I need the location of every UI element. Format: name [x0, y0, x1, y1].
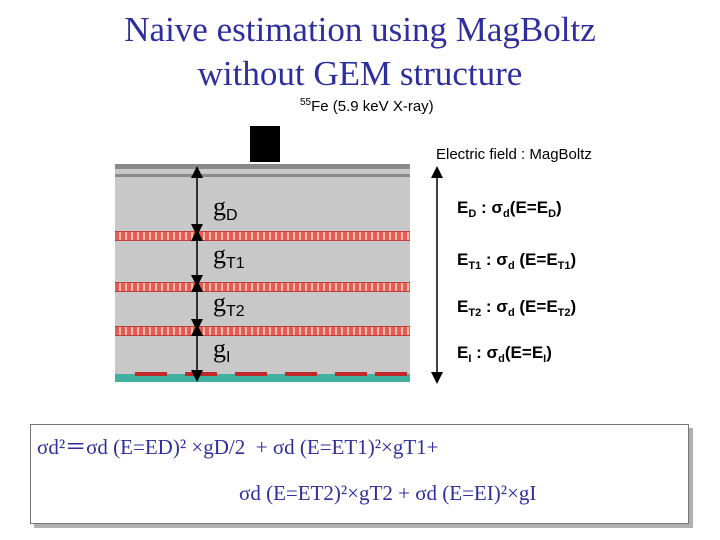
field-label-d: ED : σd(E=ED): [457, 198, 562, 220]
isotope-mass: 55: [300, 97, 312, 108]
readout-pad: [375, 372, 407, 376]
readout-pad: [235, 372, 267, 376]
gap-label-t2: gT2: [213, 288, 245, 320]
readout-pad: [335, 372, 367, 376]
field-label-t2: ET2 : σd (E=ET2): [457, 297, 577, 319]
formula-box: σd²＝σd (E=ED)² ×gD/2 + σd (E=ET1)²×gT1+ …: [30, 424, 689, 524]
cathode-layer: [115, 174, 410, 177]
gem-detector-diagram: [115, 164, 410, 382]
electric-field-label: Electric field : MagBoltz: [436, 146, 592, 163]
gem-foil-3: [115, 326, 410, 336]
xray-source-block: [250, 126, 280, 162]
title-line-2: without GEM structure: [197, 54, 523, 93]
field-label-t1: ET1 : σd (E=ET1): [457, 250, 577, 272]
formula-line-1: σd²＝σd (E=ED)² ×gD/2 + σd (E=ET1)²×gT1+: [37, 435, 439, 459]
gap-label-i: gI: [213, 334, 231, 366]
readout-pad: [135, 372, 167, 376]
isotope-label: Fe (5.9 keV X-ray): [311, 98, 434, 115]
gap-label-d: gD: [213, 192, 238, 224]
title-line-1: Naive estimation using MagBoltz: [124, 10, 596, 49]
gem-foil-2: [115, 282, 410, 292]
readout-pad: [285, 372, 317, 376]
gem-foil-1: [115, 231, 410, 241]
slide-title: Naive estimation using MagBoltz without …: [0, 8, 720, 96]
readout-board: [115, 374, 410, 382]
gap-label-t1: gT1: [213, 240, 245, 272]
formula-line-2: σd (E=ET2)²×gT2 + σd (E=EI)²×gI: [239, 481, 537, 505]
drift-cathode: [115, 164, 410, 169]
field-label-i: EI : σd(E=EI): [457, 343, 552, 365]
xray-source-label: 55Fe (5.9 keV X-ray): [300, 97, 434, 115]
